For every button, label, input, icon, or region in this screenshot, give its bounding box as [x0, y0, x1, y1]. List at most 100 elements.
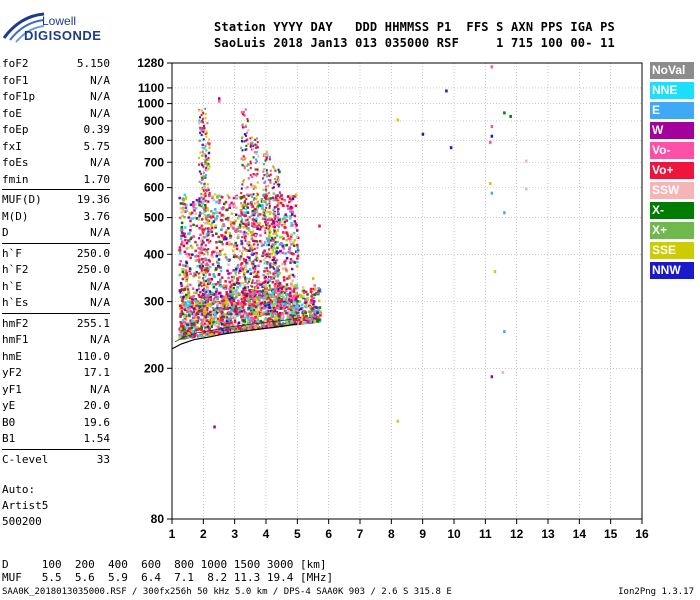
- echo-point: [201, 265, 204, 268]
- echo-point: [290, 284, 293, 287]
- y-tick-label: 1100: [138, 81, 164, 95]
- echo-point: [275, 268, 278, 271]
- echo-point: [234, 219, 237, 223]
- echo-point: [241, 220, 244, 223]
- echo-point: [271, 292, 274, 296]
- echo-point: [222, 321, 226, 325]
- echo-point: [288, 194, 291, 198]
- echo-point: [255, 217, 258, 220]
- echo-point: [238, 310, 241, 314]
- echo-point: [247, 293, 251, 296]
- echo-point: [208, 265, 212, 269]
- echo-point: [205, 218, 208, 221]
- echo-point: [255, 273, 259, 276]
- echo-point: [206, 189, 209, 192]
- echo-point: [244, 277, 247, 281]
- echo-point: [267, 239, 270, 242]
- echo-point: [198, 200, 201, 203]
- echo-point: [187, 246, 190, 250]
- echo-point: [282, 247, 285, 250]
- echo-point: [210, 325, 214, 328]
- echo-point: [192, 298, 195, 302]
- echo-point: [274, 243, 277, 246]
- param-row-hf: h`F 250.0: [2, 246, 110, 263]
- echo-point: [178, 216, 182, 220]
- echo-point: [206, 220, 209, 224]
- echo-point: [265, 210, 268, 213]
- echo-point: [179, 295, 183, 299]
- echo-point: [199, 305, 202, 308]
- echo-point: [203, 331, 206, 334]
- echo-point: [312, 306, 315, 310]
- y-tick-label: 800: [144, 133, 164, 147]
- echo-point: [215, 325, 218, 328]
- echo-point: [204, 266, 207, 270]
- echo-point: [184, 285, 187, 289]
- echo-point: [217, 292, 221, 295]
- echo-point: [273, 288, 276, 291]
- echo-point: [259, 304, 263, 308]
- echo-point: [313, 293, 316, 296]
- echo-point: [291, 315, 294, 318]
- echo-point: [305, 317, 308, 320]
- echo-point: [271, 311, 275, 315]
- param-label: h`Es: [2, 296, 29, 309]
- logo-line1: Lowell: [42, 14, 77, 28]
- echo-point: [192, 294, 195, 298]
- echo-point: [246, 325, 250, 328]
- echo-point: [251, 212, 254, 215]
- echo-point: [244, 204, 248, 207]
- echo-point: [250, 214, 253, 217]
- echo-point: [262, 243, 265, 246]
- echo-point: [287, 275, 291, 278]
- echo-point: [203, 175, 206, 178]
- echo-point: [179, 327, 183, 331]
- echo-point: [211, 306, 215, 310]
- echo-point: [268, 158, 271, 161]
- echo-point: [255, 144, 258, 147]
- echo-point: [271, 299, 275, 302]
- echo-point: [234, 311, 238, 314]
- echo-point: [189, 283, 192, 287]
- echo-point: [216, 264, 220, 268]
- echo-point: [230, 283, 233, 287]
- echo-point: [249, 193, 252, 197]
- echo-point: [195, 288, 199, 292]
- echo-point: [246, 297, 249, 301]
- echo-point: [219, 306, 223, 310]
- echo-point: [195, 299, 198, 303]
- echo-point: [295, 235, 299, 239]
- echo-point: [239, 325, 242, 328]
- echo-point: [228, 206, 231, 209]
- echo-point: [247, 296, 250, 299]
- echo-point: [200, 325, 203, 328]
- echo-point: [199, 290, 202, 294]
- echo-point: [248, 302, 252, 305]
- echo-point: [208, 146, 211, 150]
- echo-point: [180, 284, 183, 288]
- echo-point: [267, 243, 270, 247]
- echo-point: [263, 319, 267, 323]
- echo-point: [198, 254, 201, 257]
- echo-point: [241, 124, 244, 127]
- echo-point: [197, 258, 201, 261]
- echo-point: [246, 249, 250, 253]
- auto-line3: 500200: [2, 515, 42, 528]
- echo-point: [255, 186, 258, 189]
- echo-point: [285, 283, 289, 286]
- echo-point: [302, 319, 306, 322]
- echo-point: [279, 300, 282, 304]
- echo-point: [203, 253, 206, 256]
- echo-point: [280, 298, 283, 301]
- param-value: 5.150: [76, 57, 110, 70]
- echo-point: [289, 210, 292, 213]
- param-label: M(D): [2, 209, 29, 223]
- echo-point: [204, 216, 207, 219]
- echo-point: [244, 222, 247, 226]
- echo-point: [290, 320, 294, 324]
- echo-point: [212, 198, 216, 202]
- echo-point: [206, 238, 209, 242]
- echo-point: [200, 196, 203, 199]
- echo-point: [242, 275, 245, 278]
- echo-point: [268, 199, 271, 203]
